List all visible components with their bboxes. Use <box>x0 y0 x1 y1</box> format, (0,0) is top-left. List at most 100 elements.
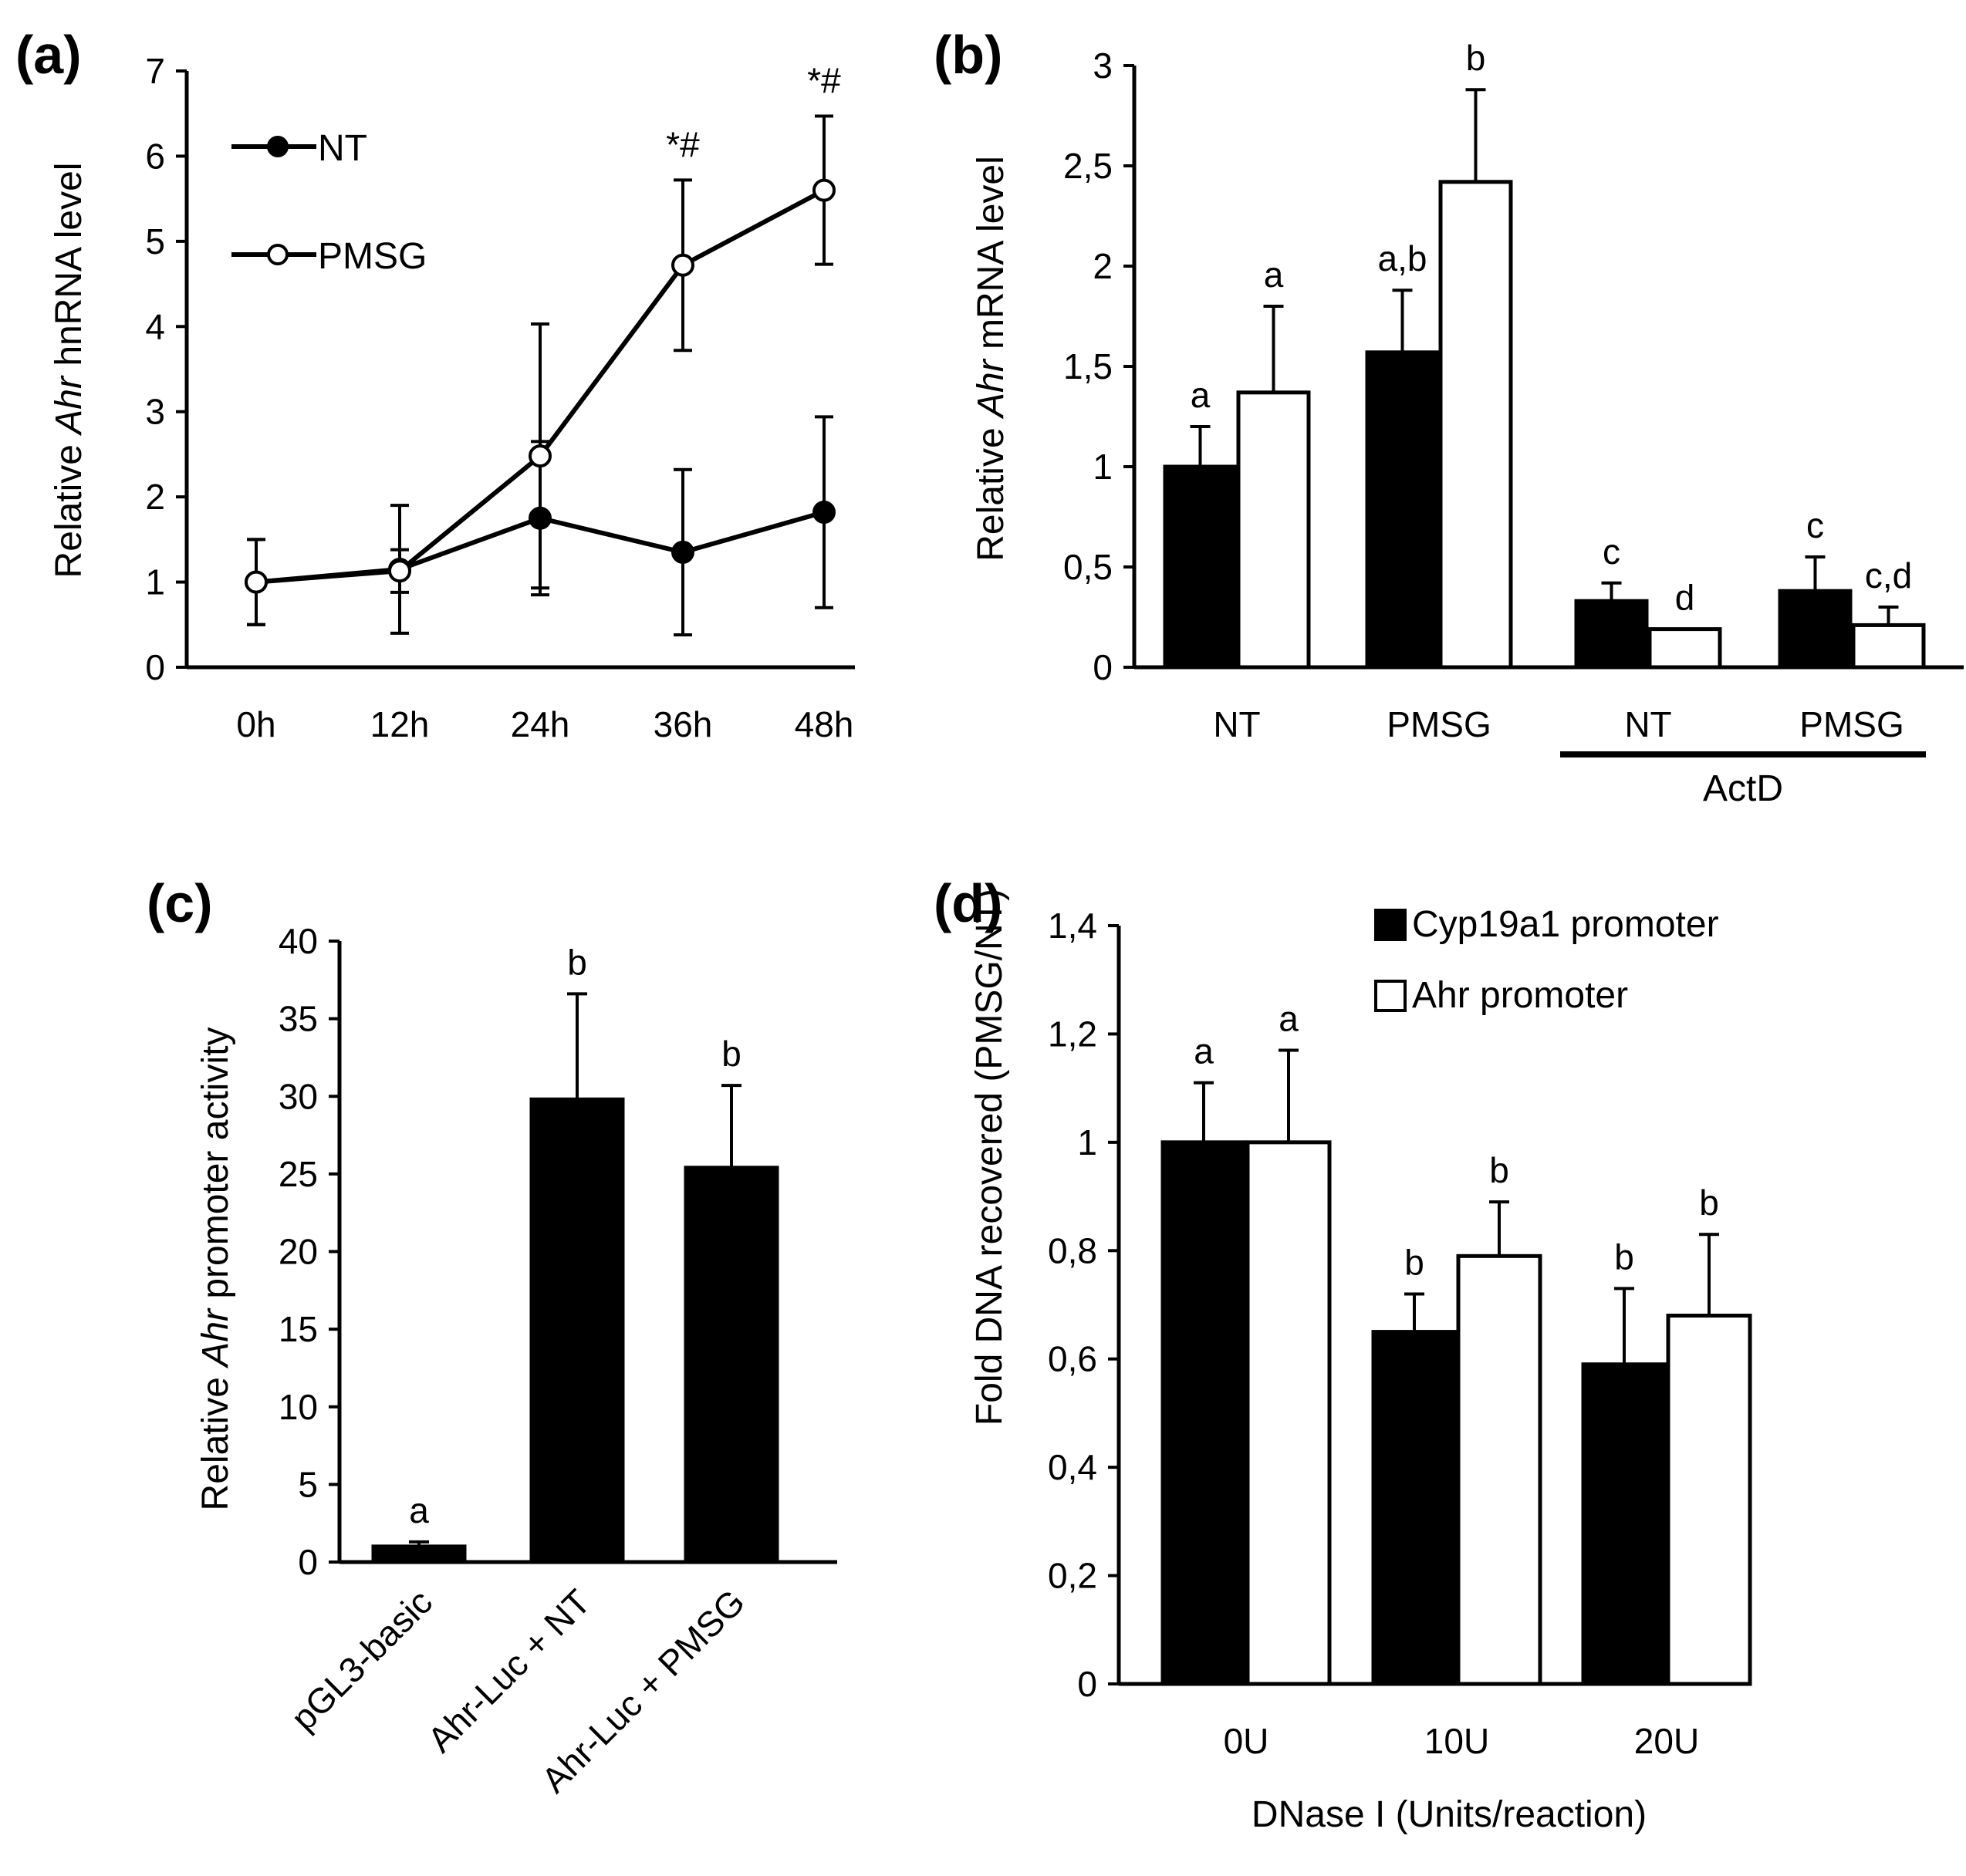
panel-d-significance-letter: b <box>1489 1150 1509 1190</box>
panel-b-significance-letter: c <box>1603 531 1620 572</box>
panel-c-significance-letter: a <box>409 1490 429 1530</box>
panel-b-significance-letter: d <box>1675 578 1695 618</box>
panel-b-y-tick-label: 3 <box>1093 46 1113 86</box>
panel-a-y-tick-label: 7 <box>145 51 165 91</box>
panel-c-bar <box>684 1166 779 1564</box>
panel-d-significance-letter: a <box>1279 998 1299 1038</box>
panel-d-y-tick-label: 0,2 <box>1048 1556 1097 1596</box>
panel-a-series-pmsg-point <box>812 178 836 202</box>
panel-d-y-tick-label: 1,4 <box>1048 906 1097 946</box>
panel-d-bar-chart: 0 0,2 0,4 0,6 0,8 1 1,2 1,4 a a 0U b b 10U b b 20U Cyp19a… <box>1048 904 1752 1761</box>
panel-b-x-tick-label: PMSG <box>1387 704 1491 744</box>
panel-a-series-pmsg-point <box>245 570 268 594</box>
panel-b-bar <box>1574 599 1649 670</box>
panel-b-significance-letter: b <box>1466 38 1486 78</box>
panel-b-significance-letter: a <box>1191 375 1211 415</box>
panel-c-y-tick-label: 5 <box>298 1464 318 1504</box>
panel-d-y-tick-label: 0,6 <box>1048 1339 1097 1379</box>
panel-a-x-tick-label: 36h <box>654 704 713 744</box>
panel-b-bar <box>1647 627 1722 670</box>
panel-d-y-tick-label: 1 <box>1077 1122 1097 1162</box>
panel-b-ylabel: Relative Ahr mRNA level <box>971 156 1012 562</box>
panel-b-bar <box>1851 623 1926 670</box>
panel-c-significance-letter: b <box>567 942 587 982</box>
panel-c-x-tick-label: pGL3-basic <box>283 1581 440 1738</box>
panel-d-significance-letter: b <box>1404 1242 1424 1282</box>
panel-d-xlabel: DNase I (Units/reaction) <box>1252 1794 1647 1835</box>
panel-c-ylabel: Relative Ahr promoter activity <box>195 1027 236 1511</box>
panel-a-legend-nt-marker <box>267 136 289 157</box>
panel-c-bar <box>371 1544 467 1564</box>
panel-b-bar <box>1163 464 1238 670</box>
panel-a-ylabel: Relative Ahr hnRNA level <box>49 163 90 579</box>
panel-d-legend-cyp19a1-swatch <box>1374 909 1407 941</box>
panel-b-bar <box>1236 390 1311 670</box>
panel-a-y-tick-label: 6 <box>145 136 165 176</box>
panel-d-bar <box>1666 1314 1752 1686</box>
panel-a-y-tick-label: 4 <box>145 306 165 346</box>
panel-d-y-tick-label: 0,8 <box>1048 1230 1097 1270</box>
panel-a-y-tick-label: 1 <box>145 562 165 602</box>
panel-b-actd-label: ActD <box>1703 768 1783 809</box>
panel-b-y-tick-label: 0 <box>1093 647 1113 687</box>
panel-a-x-tick-label: 48h <box>795 704 854 744</box>
panel-c-y-tick-label: 10 <box>279 1387 318 1427</box>
panel-d-significance-letter: b <box>1699 1183 1719 1223</box>
panel-d-bar <box>1245 1140 1332 1686</box>
panel-b-label: (b) <box>934 25 1002 85</box>
panel-b-y-tick-label: 1,5 <box>1063 346 1113 386</box>
panel-b-bar <box>1365 350 1440 670</box>
panel-a-y-tick-label: 5 <box>145 221 165 261</box>
panel-a-legend-pmsg-label: PMSG <box>318 236 427 277</box>
panel-a-series-nt-point <box>529 506 552 530</box>
panel-d-legend-cyp19a1-label: Cyp19a1 promoter <box>1412 904 1719 945</box>
panel-b-significance-letter: a <box>1264 255 1284 295</box>
panel-d-x-tick-label: 0U <box>1224 1721 1269 1761</box>
panel-b-y-tick-label: 1 <box>1093 447 1113 487</box>
panel-a-x-tick-label: 0h <box>236 704 275 744</box>
panel-a-series-nt-point <box>671 540 694 564</box>
panel-c-y-tick-label: 25 <box>279 1154 318 1194</box>
panel-d-significance-letter: b <box>1614 1237 1634 1277</box>
panel-d-y-tick-label: 0,4 <box>1048 1447 1097 1487</box>
panel-a-x-tick-label: 12h <box>370 704 430 744</box>
panel-b-x-tick-label: NT <box>1213 704 1260 744</box>
panel-a-significance-mark: *# <box>666 124 700 164</box>
panel-a-legend-nt-label: NT <box>318 128 367 169</box>
panel-a-series-pmsg-point <box>529 444 552 468</box>
panel-c-label: (c) <box>147 873 213 933</box>
panel-a-y-tick-label: 2 <box>145 477 165 517</box>
panel-d-x-tick-label: 20U <box>1634 1721 1699 1761</box>
panel-c-y-tick-label: 35 <box>279 999 318 1039</box>
panel-d-bar <box>1456 1253 1542 1686</box>
panel-a-y-tick-label: 3 <box>145 392 165 432</box>
panel-c-bar-chart: 0 5 10 15 20 25 30 35 40 a pGL3-basic b Ahr-Luc + NT… <box>279 921 837 1800</box>
panel-c-y-tick-label: 40 <box>279 921 318 961</box>
panel-c-y-tick-label: 15 <box>279 1309 318 1349</box>
panel-b-bar <box>1438 180 1513 670</box>
panel-b-x-tick-label: NT <box>1624 704 1671 744</box>
panel-d-ylabel: Fold DNA recovered (PMSG/NT) <box>969 889 1010 1426</box>
panel-c-y-tick-label: 30 <box>279 1076 318 1116</box>
panel-d-y-tick-label: 0 <box>1077 1664 1097 1704</box>
panel-b-significance-letter: c <box>1806 505 1824 545</box>
panel-a-line-chart: 0 1 2 3 4 5 6 7 0h 12h 24h 36h 48h *# *# NT PMSG <box>145 51 855 744</box>
panel-a-significance-mark: *# <box>807 61 841 101</box>
panel-b-bar <box>1778 589 1853 670</box>
panel-c-y-tick-label: 0 <box>298 1542 318 1582</box>
panel-c-y-tick-label: 20 <box>279 1232 318 1272</box>
panel-d-x-tick-label: 10U <box>1424 1721 1489 1761</box>
panel-d-significance-letter: a <box>1194 1031 1214 1071</box>
panel-d-legend-ahr-label: Ahr promoter <box>1412 975 1628 1016</box>
panel-c-x-tick-label: Ahr-Luc + NT <box>420 1581 598 1760</box>
panel-d-legend-ahr-swatch <box>1374 980 1407 1012</box>
panel-d-bar <box>1160 1140 1247 1686</box>
panel-a-label: (a) <box>15 25 82 85</box>
panel-b-y-tick-label: 2 <box>1093 246 1113 286</box>
panel-d-label: (d) <box>934 873 1002 933</box>
panel-a-series-nt-point <box>812 501 836 525</box>
panel-b-y-tick-label: 0,5 <box>1063 547 1113 587</box>
panel-c-significance-letter: b <box>721 1034 741 1074</box>
panel-a-x-tick-label: 24h <box>511 704 570 744</box>
